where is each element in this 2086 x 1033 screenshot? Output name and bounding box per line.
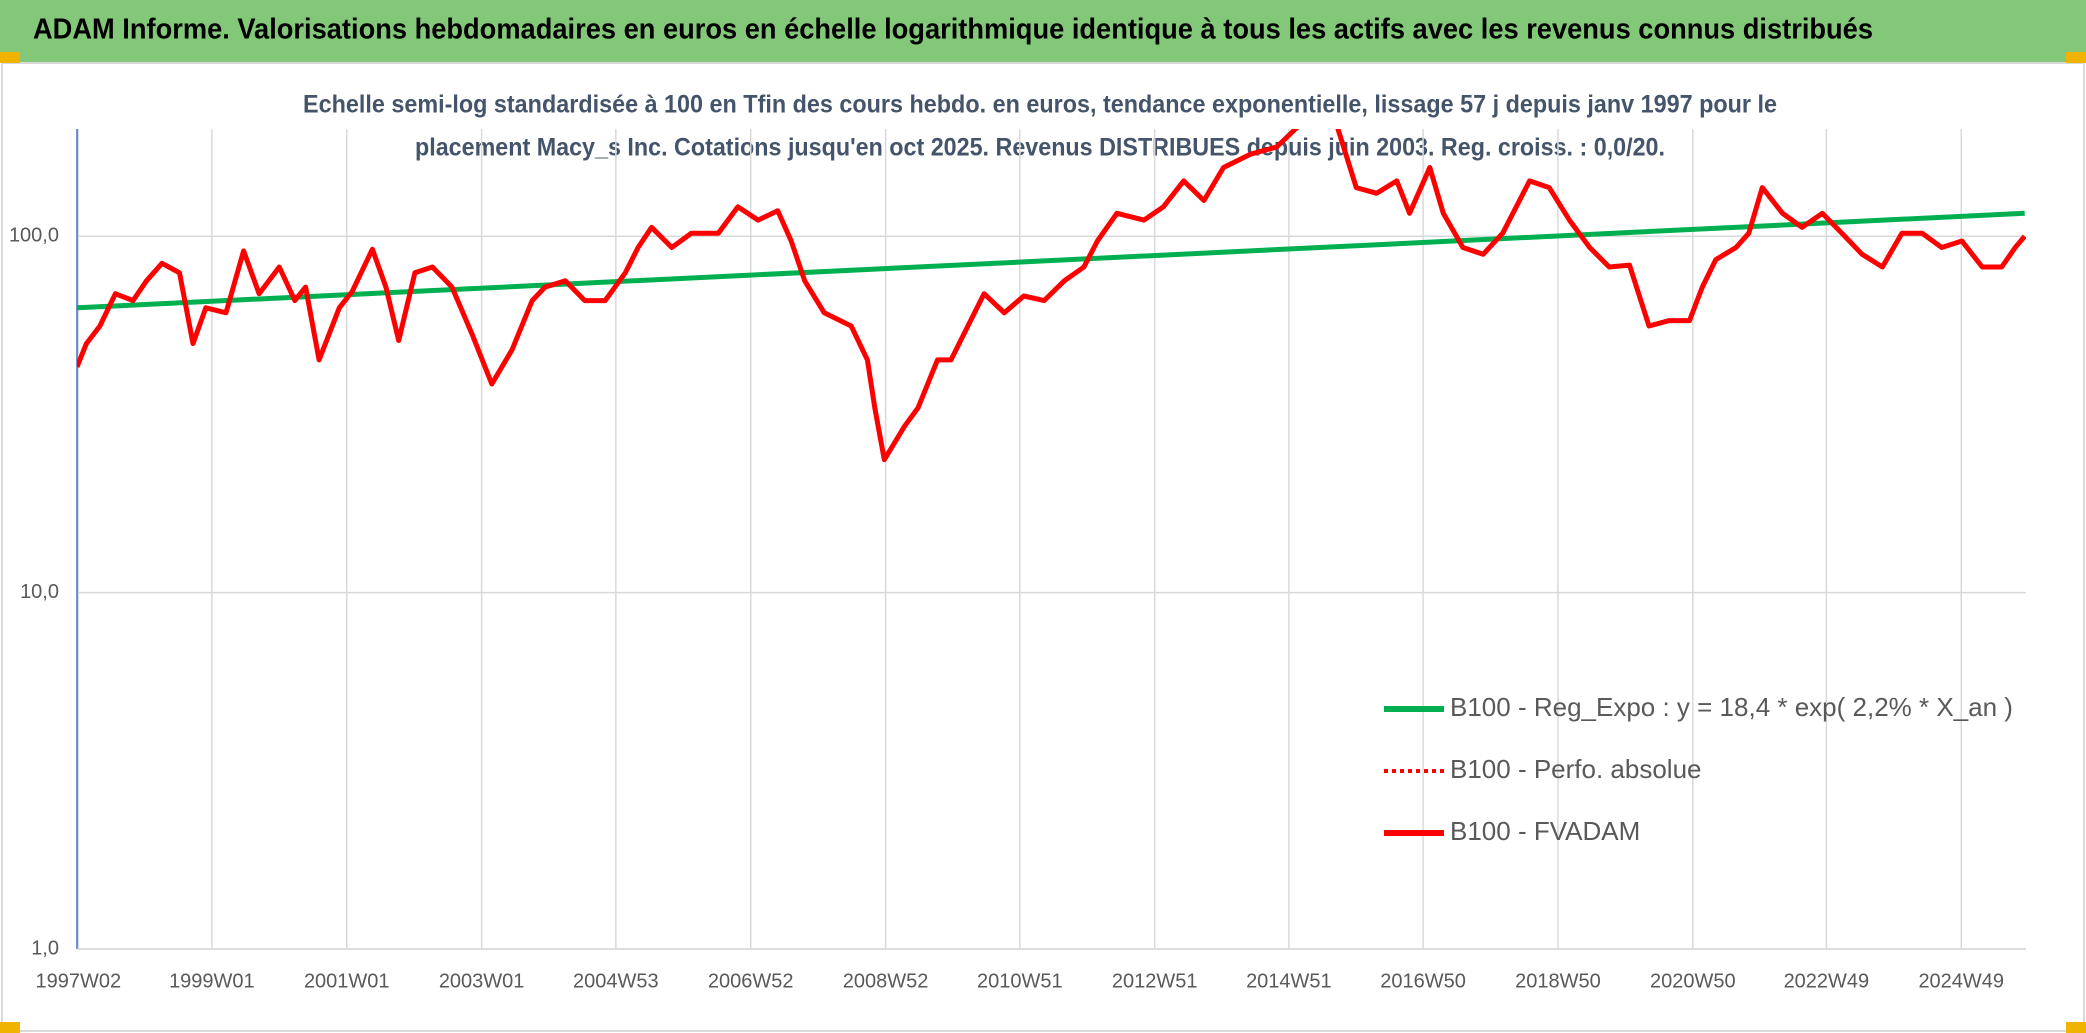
series-line (77, 210, 2025, 311)
y-tick-label: 100,0 (9, 225, 59, 247)
x-tick-label: 1997W02 (36, 970, 122, 992)
x-tick-label: 2010W51 (977, 970, 1063, 992)
corner (2066, 1022, 2086, 1033)
legend-label: B100 - Reg_Expo : y = 18,4 * exp( 2,2% *… (1450, 692, 2013, 722)
chart-subtitle: placement Macy_s Inc. Cotations jusqu'en… (415, 134, 1665, 162)
y-tick-label: 1,0 (31, 937, 59, 959)
x-tick-label: 2024W49 (1918, 970, 2004, 992)
chart-subtitle: Echelle semi-log standardisée à 100 en T… (303, 91, 1777, 119)
chart-title: ADAM Informe. Valorisations hebdomadaire… (33, 14, 1873, 46)
plot-area (77, 129, 2026, 463)
x-tick-label: 2012W51 (1112, 970, 1198, 992)
x-tick-label: 2022W49 (1784, 970, 1870, 992)
x-tick-label: 2004W53 (573, 970, 659, 992)
x-tick-label: 2020W50 (1650, 970, 1736, 992)
legend-label: B100 - Perfo. absolue (1450, 754, 1702, 784)
x-tick-label: 2003W01 (439, 970, 525, 992)
x-tick-label: 2014W51 (1246, 970, 1332, 992)
x-tick-label: 1999W01 (169, 970, 255, 992)
x-tick-label: 2016W50 (1380, 970, 1466, 992)
corner (0, 52, 20, 63)
corner (0, 1022, 20, 1033)
x-tick-label: 2001W01 (304, 970, 390, 992)
title-bar (0, 0, 2086, 63)
x-tick-label: 2018W50 (1515, 970, 1601, 992)
corner (2066, 52, 2086, 63)
x-tick-label: 2006W52 (708, 970, 794, 992)
y-tick-label: 10,0 (20, 581, 59, 603)
series-line (77, 129, 2026, 463)
x-tick-label: 2008W52 (843, 970, 929, 992)
legend-label: B100 - FVADAM (1450, 816, 1640, 846)
frame (1, 62, 2085, 1032)
